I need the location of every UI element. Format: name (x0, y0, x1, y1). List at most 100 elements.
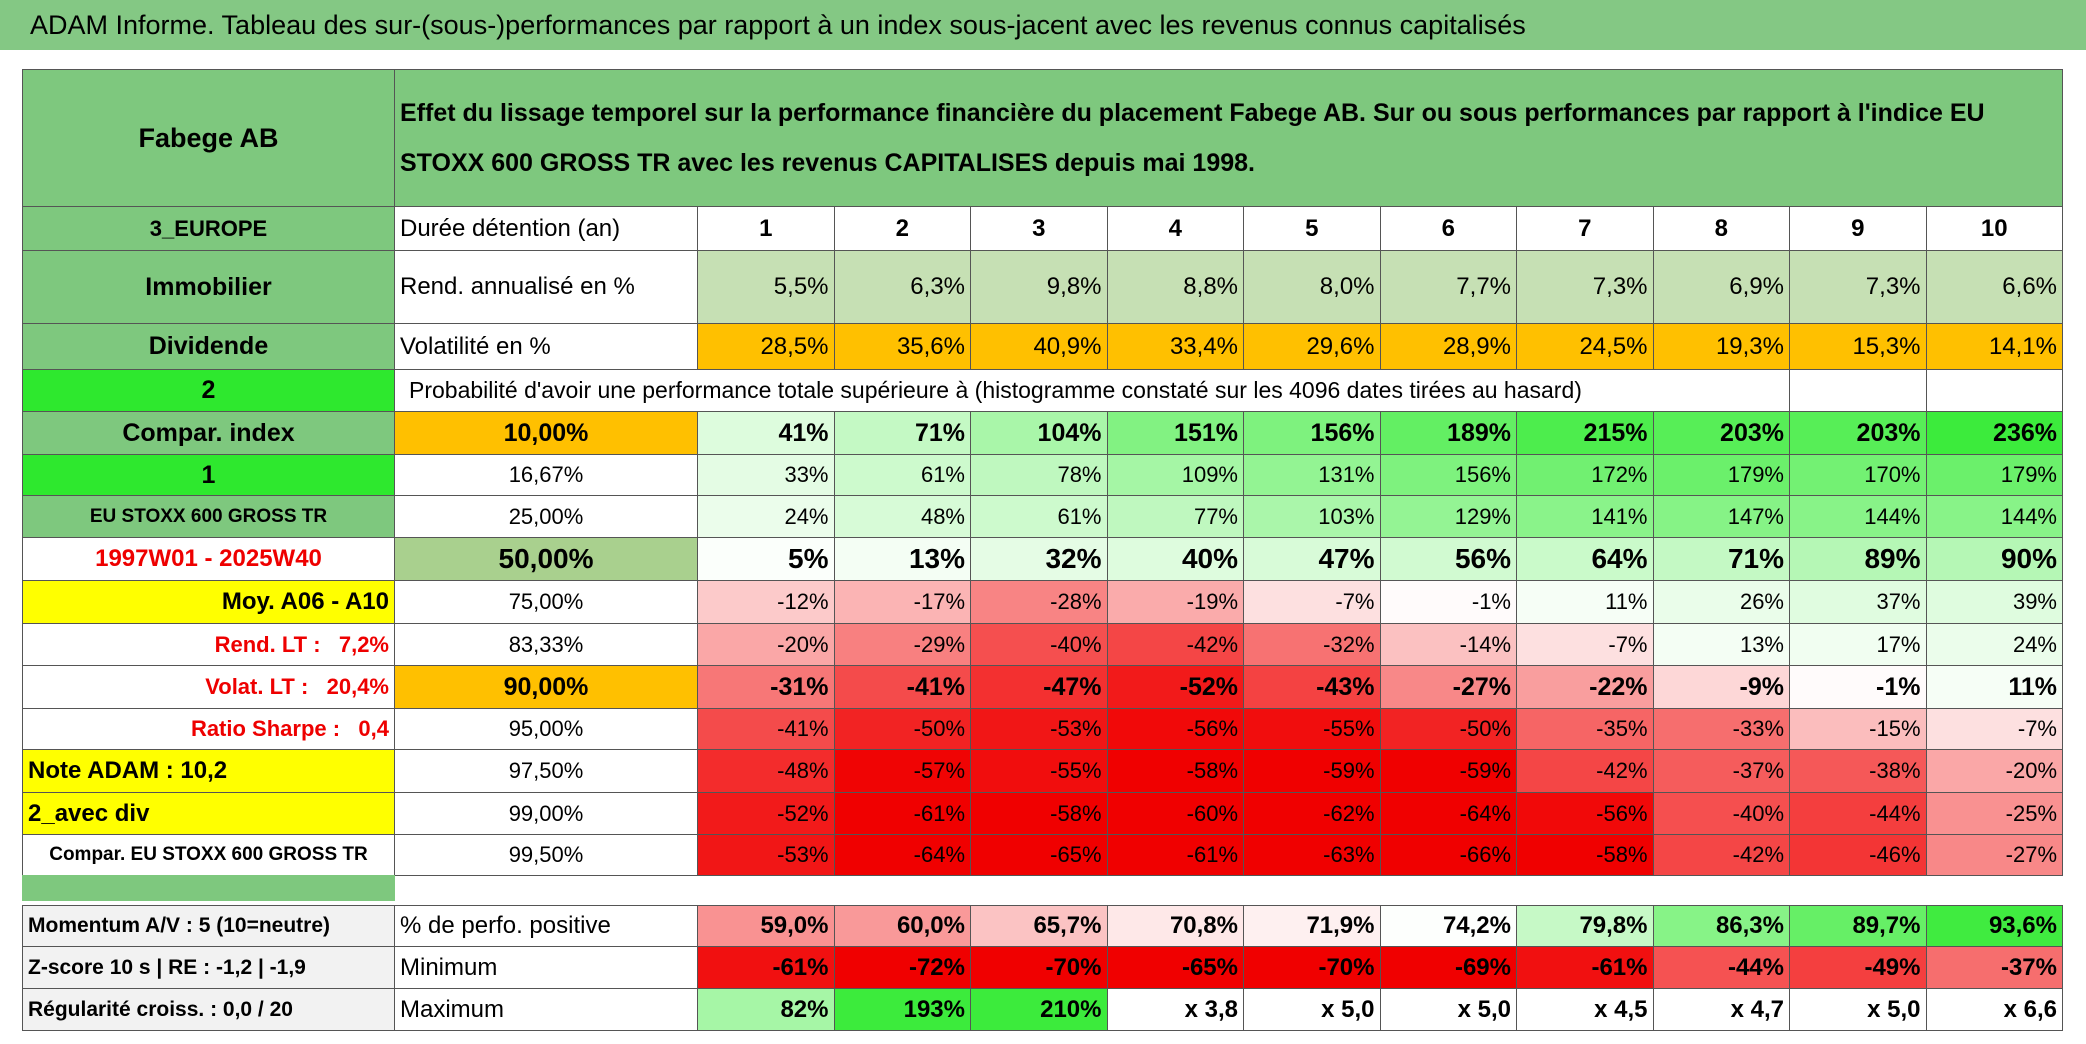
percentile-value: 24% (1925, 623, 2063, 666)
percentile-value: -33% (1652, 708, 1790, 750)
stat-value: 93,6% (1925, 905, 2063, 947)
percentile-value: 179% (1925, 454, 2063, 496)
return-value: 8,8% (1106, 250, 1244, 324)
volatility-value: 40,9% (970, 323, 1108, 370)
percentile-value: -17% (833, 580, 971, 624)
percentile-value: 13% (833, 537, 971, 581)
percentile-value: 78% (970, 454, 1108, 496)
stat-value: -69% (1379, 946, 1517, 989)
percentile-value: 189% (1379, 411, 1517, 455)
percentile-level: 97,50% (394, 749, 698, 793)
percentile-level: 95,00% (394, 708, 698, 750)
percentile-value: 170% (1789, 454, 1927, 496)
return-value: 6,3% (833, 250, 971, 324)
year: 10 (1925, 206, 2063, 251)
percentile-value: -57% (833, 749, 971, 793)
percentile-value: 5% (697, 537, 835, 581)
row-label: Moy. A06 - A10 (22, 580, 395, 624)
return-label: Rend. annualisé en % (394, 250, 698, 324)
stat-value: -61% (1516, 946, 1654, 989)
percentile-value: -25% (1925, 792, 2063, 835)
volatility-value: 19,3% (1652, 323, 1790, 370)
percentile-value: -55% (970, 749, 1108, 793)
row-label: 2 (22, 369, 395, 412)
percentile-value: -12% (697, 580, 835, 624)
percentile-value: 131% (1243, 454, 1381, 496)
percentile-value: -37% (1652, 749, 1790, 793)
percentile-value: 104% (970, 411, 1108, 455)
stat-value: x 5,0 (1789, 988, 1927, 1031)
percentile-value: 40% (1106, 537, 1244, 581)
percentile-value: 144% (1925, 495, 2063, 538)
row-label: Note ADAM : 10,2 (22, 749, 395, 793)
percentile-value: -1% (1379, 580, 1517, 624)
footer-label: Momentum A/V : 5 (10=neutre) (22, 905, 395, 947)
return-value: 6,6% (1925, 250, 2063, 324)
year: 2 (833, 206, 971, 251)
stat-label: Maximum (394, 988, 698, 1031)
percentile-value: 71% (833, 411, 971, 455)
percentile-value: -38% (1789, 749, 1927, 793)
percentile-value: -61% (1106, 834, 1244, 876)
percentile-value: -58% (970, 792, 1108, 835)
percentile-value: 90% (1925, 537, 2063, 581)
stat-value: -70% (1243, 946, 1381, 989)
percentile-value: -41% (833, 665, 971, 709)
row-label: Immobilier (22, 250, 395, 324)
holding-label: Durée détention (an) (394, 206, 698, 251)
row-label: 1997W01 - 2025W40 (22, 537, 395, 581)
row-label: Compar. index (22, 411, 395, 455)
percentile-level: 83,33% (394, 623, 698, 666)
page-title: ADAM Informe. Tableau des sur-(sous-)per… (0, 0, 2086, 50)
percentile-value: 64% (1516, 537, 1654, 581)
percentile-level: 75,00% (394, 580, 698, 624)
percentile-value: -59% (1243, 749, 1381, 793)
percentile-value: -7% (1243, 580, 1381, 624)
volatility-value: 35,6% (833, 323, 971, 370)
percentile-value: -58% (1516, 834, 1654, 876)
row-label: Dividende (22, 323, 395, 370)
volatility-value: 14,1% (1925, 323, 2063, 370)
percentile-value: 48% (833, 495, 971, 538)
asset-name: Fabege AB (22, 69, 395, 207)
stat-value: -49% (1789, 946, 1927, 989)
percentile-value: -9% (1652, 665, 1790, 709)
percentile-value: -64% (1379, 792, 1517, 835)
percentile-value: -40% (970, 623, 1108, 666)
stat-value: 89,7% (1789, 905, 1927, 947)
percentile-value: 141% (1516, 495, 1654, 538)
volatility-value: 28,9% (1379, 323, 1517, 370)
percentile-value: -14% (1379, 623, 1517, 666)
percentile-value: -22% (1516, 665, 1654, 709)
percentile-level: 99,50% (394, 834, 698, 876)
percentile-value: 77% (1106, 495, 1244, 538)
percentile-value: 179% (1652, 454, 1790, 496)
percentile-value: 151% (1106, 411, 1244, 455)
percentile-value: 61% (970, 495, 1108, 538)
percentile-value: -56% (1106, 708, 1244, 750)
percentile-value: 203% (1789, 411, 1927, 455)
percentile-value: 103% (1243, 495, 1381, 538)
percentile-value: -53% (697, 834, 835, 876)
empty-cell (1925, 369, 2063, 412)
row-label: Volat. LT : 20,4% (22, 665, 395, 709)
percentile-value: -52% (1106, 665, 1244, 709)
stat-value: -61% (697, 946, 835, 989)
percentile-value: -53% (970, 708, 1108, 750)
percentile-value: -7% (1925, 708, 2063, 750)
volatility-value: 28,5% (697, 323, 835, 370)
footer-label: Z-score 10 s | RE : -1,2 | -1,9 (22, 946, 395, 989)
percentile-value: 17% (1789, 623, 1927, 666)
stat-value: 82% (697, 988, 835, 1031)
percentile-value: -42% (1516, 749, 1654, 793)
percentile-value: 32% (970, 537, 1108, 581)
stat-value: 65,7% (970, 905, 1108, 947)
row-label: Rend. LT : 7,2% (22, 623, 395, 666)
return-value: 5,5% (697, 250, 835, 324)
stat-value: 70,8% (1106, 905, 1244, 947)
year: 9 (1789, 206, 1927, 251)
separator (22, 875, 395, 901)
percentile-level: 16,67% (394, 454, 698, 496)
percentile-value: 47% (1243, 537, 1381, 581)
